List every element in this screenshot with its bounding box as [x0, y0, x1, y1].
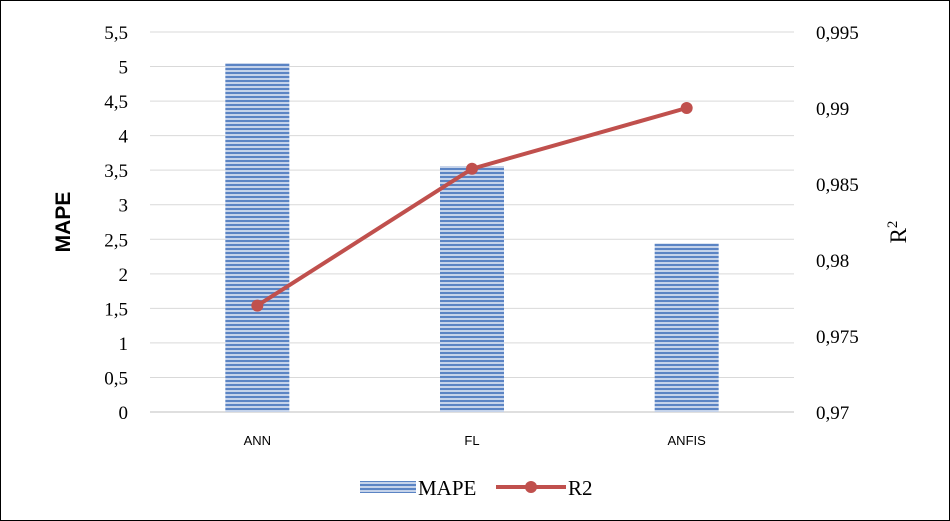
svg-text:R2: R2	[885, 221, 911, 244]
right-tick-label: 0,98	[816, 251, 849, 272]
left-tick-label: 2,5	[104, 230, 128, 251]
right-tick-label: 0,985	[816, 175, 859, 196]
left-tick-label: 0,5	[104, 368, 128, 389]
legend-label-r2: R2	[568, 476, 593, 500]
point-r2-ann	[251, 299, 264, 312]
bar-series-mape	[225, 63, 719, 412]
left-tick-label: 0	[119, 403, 129, 424]
category-label: FL	[464, 433, 479, 448]
bar-mape-fl	[440, 166, 504, 412]
left-tick-label: 4	[119, 127, 129, 148]
point-r2-anfis	[680, 102, 693, 114]
right-axis-title-base: R	[886, 227, 911, 243]
left-tick-label: 1	[119, 334, 129, 355]
x-axis-categories: ANN FL ANFIS	[244, 433, 707, 448]
right-tick-label: 0,99	[816, 99, 849, 120]
left-tick-label: 5,5	[104, 23, 128, 44]
legend-label-mape: MAPE	[418, 476, 476, 500]
legend: MAPE R2	[360, 476, 593, 500]
line-series-r2	[251, 102, 693, 312]
legend-swatch-r2-marker	[525, 481, 537, 493]
left-tick-label: 4,5	[104, 92, 128, 113]
bar-mape-ann	[225, 63, 290, 412]
left-tick-label: 3,5	[104, 161, 128, 182]
right-tick-label: 0,97	[816, 403, 849, 424]
right-axis-ticks: 0,97 0,975 0,98 0,985 0,99 0,995	[816, 23, 859, 424]
category-label: ANFIS	[668, 433, 707, 448]
point-r2-fl	[466, 162, 478, 175]
right-axis-title-superscript: 2	[885, 221, 901, 229]
left-axis-title: MAPE	[52, 192, 75, 253]
left-tick-label: 3	[119, 196, 129, 217]
legend-swatch-mape	[360, 481, 416, 493]
category-label: ANN	[244, 433, 271, 448]
right-tick-label: 0,975	[816, 327, 859, 348]
left-tick-label: 2	[119, 265, 129, 286]
left-axis-ticks: 0 0,5 1 1,5 2 2,5 3 3,5 4 4,5 5 5,5	[104, 23, 128, 424]
left-tick-label: 5	[119, 58, 129, 79]
right-tick-label: 0,995	[816, 23, 859, 44]
bar-mape-anfis	[654, 243, 719, 412]
left-tick-label: 1,5	[104, 299, 128, 320]
right-axis-title: R2	[885, 221, 911, 244]
